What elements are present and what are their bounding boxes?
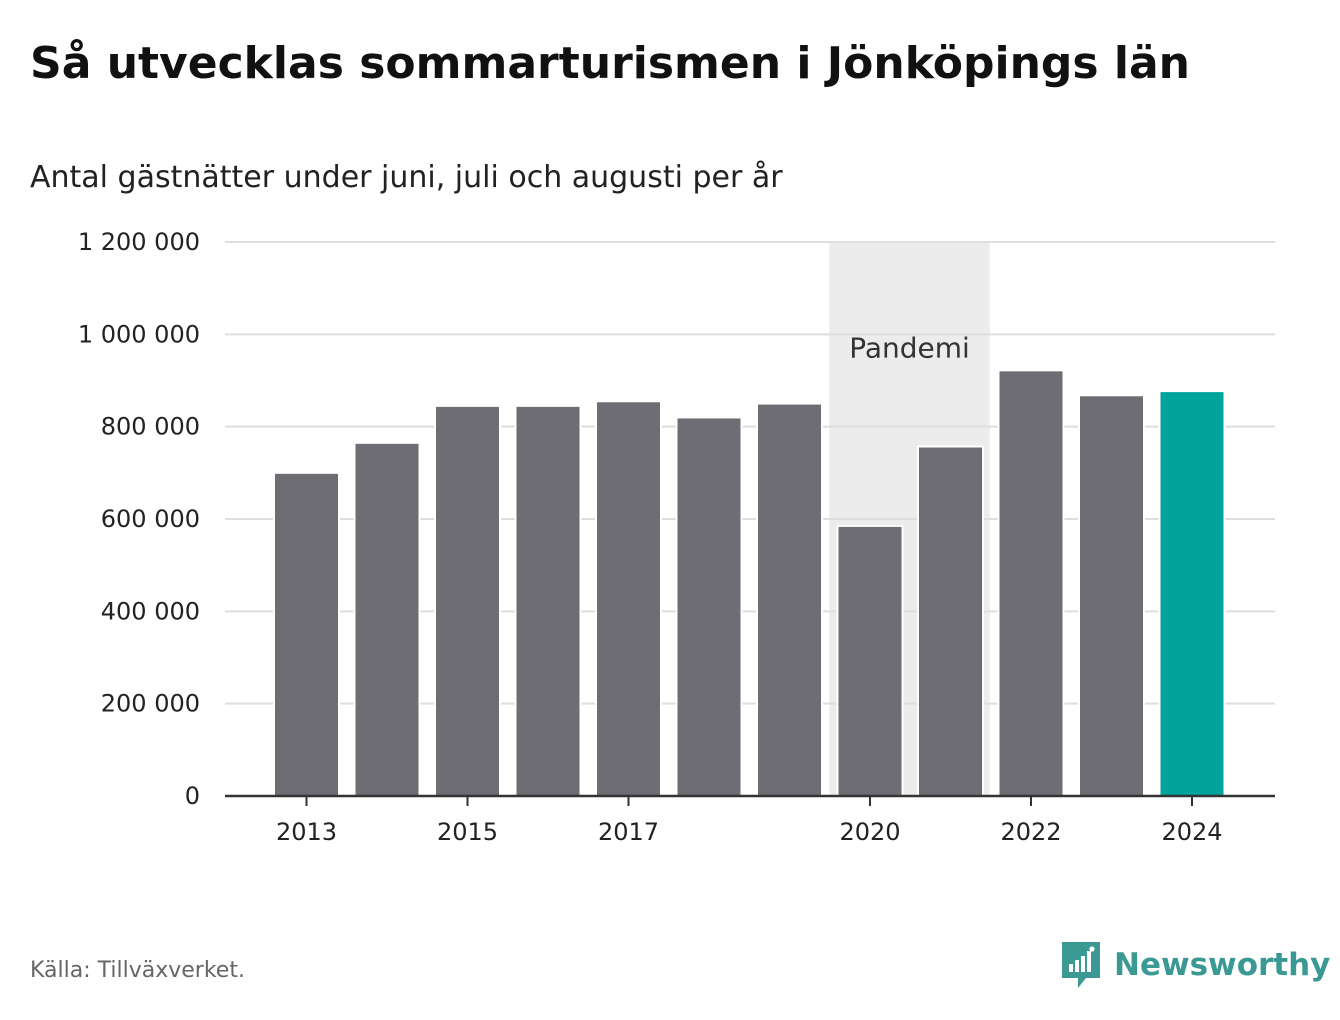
y-tick-label: 0 bbox=[185, 782, 200, 810]
x-tick-label: 2020 bbox=[839, 818, 900, 846]
brand: Newsworthy bbox=[1060, 940, 1330, 990]
bar bbox=[273, 471, 340, 797]
labels: 0 200 000 400 000 600 000 800 000 1 000 000 1 … bbox=[78, 228, 1223, 846]
y-tick-label: 1 000 000 bbox=[78, 320, 200, 348]
brand-name: Newsworthy bbox=[1114, 947, 1331, 983]
chart-subtitle: Antal gästnätter under juni, juli och au… bbox=[30, 160, 783, 195]
y-tick-label: 1 200 000 bbox=[78, 228, 200, 256]
annotation-label: Pandemi bbox=[849, 332, 970, 365]
bar bbox=[434, 404, 501, 797]
bar bbox=[836, 524, 904, 797]
bar bbox=[514, 404, 582, 797]
bar bbox=[353, 441, 421, 797]
bar bbox=[1158, 390, 1226, 797]
axes bbox=[225, 794, 1275, 806]
x-tick-label: 2024 bbox=[1161, 818, 1222, 846]
y-tick-label: 600 000 bbox=[101, 505, 200, 533]
chart-title: Så utvecklas sommarturismen i Jönköpings… bbox=[30, 38, 1191, 89]
bar bbox=[997, 369, 1065, 797]
y-tick-label: 400 000 bbox=[101, 597, 200, 625]
x-tick-label: 2022 bbox=[1000, 818, 1061, 846]
bar bbox=[595, 400, 662, 797]
y-tick-label: 200 000 bbox=[101, 690, 200, 718]
newsworthy-logo-icon bbox=[1062, 942, 1100, 988]
x-tick-label: 2017 bbox=[598, 818, 659, 846]
y-tick-label: 800 000 bbox=[101, 413, 200, 441]
source-note: Källa: Tillväxverket. bbox=[30, 958, 245, 983]
x-tick-label: 2015 bbox=[437, 818, 498, 846]
bar bbox=[675, 416, 743, 797]
bar bbox=[756, 402, 823, 797]
bar bbox=[917, 445, 984, 797]
x-tick-label: 2013 bbox=[276, 818, 337, 846]
bar-chart: 0 200 000 400 000 600 000 800 000 1 000 000 1 … bbox=[78, 228, 1275, 846]
bars bbox=[273, 369, 1226, 797]
bar bbox=[1078, 394, 1145, 797]
